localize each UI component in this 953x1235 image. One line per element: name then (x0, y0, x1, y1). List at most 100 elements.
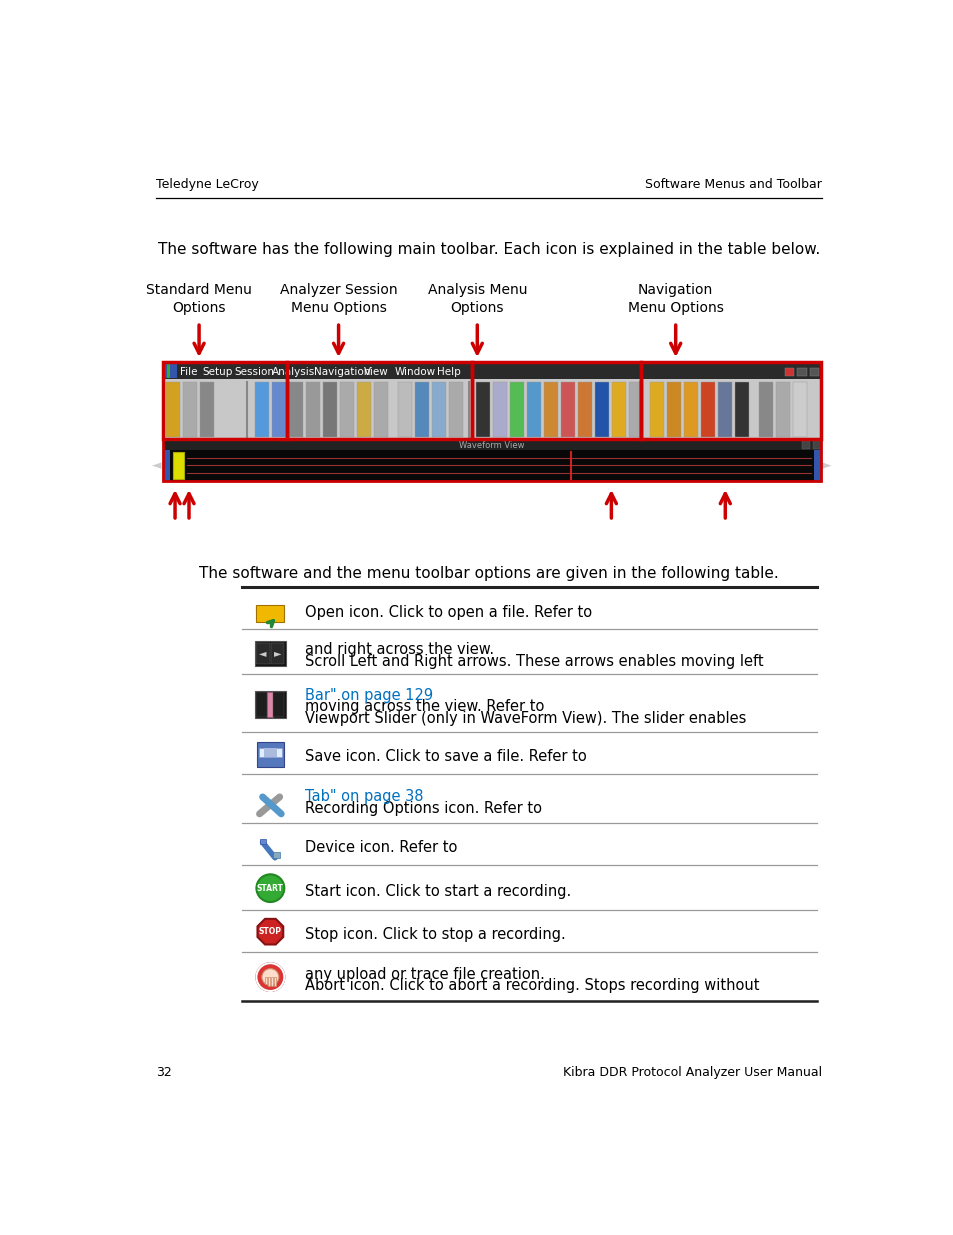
Bar (163, 440, 820, 480)
Text: Navigation
Menu Options: Navigation Menu Options (627, 283, 723, 315)
Bar (254, 641, 286, 666)
Bar (268, 977, 270, 986)
Text: Setup: Setup (202, 367, 233, 377)
Text: Viewport Slider (only in WaveForm View). The slider enables: Viewport Slider (only in WaveForm View).… (305, 711, 746, 726)
Bar (543, 382, 558, 437)
Bar (273, 852, 280, 858)
Text: moving across the view. Refer to: moving across the view. Refer to (305, 699, 549, 714)
Text: Kibra DDR Protocol Analyzer User Manual: Kibra DDR Protocol Analyzer User Manual (562, 1066, 821, 1078)
Bar (784, 368, 794, 377)
Text: The software has the following main toolbar. Each icon is explained in the table: The software has the following main tool… (157, 242, 820, 257)
Text: Analysis Menu
Options: Analysis Menu Options (427, 283, 526, 315)
Bar (163, 440, 820, 450)
Bar (612, 382, 625, 437)
Text: Window: Window (394, 367, 435, 377)
Text: Recording Options icon. Refer to: Recording Options icon. Refer to (305, 800, 546, 815)
Bar (272, 382, 286, 437)
Bar (476, 382, 489, 437)
Bar (432, 382, 446, 437)
Bar (374, 382, 388, 437)
Bar (183, 382, 196, 437)
Bar (526, 382, 540, 437)
Bar (801, 441, 809, 448)
Bar (167, 364, 171, 378)
Text: View: View (364, 367, 389, 377)
Bar (578, 382, 592, 437)
Text: Abort icon. Click to abort a recording. Stops recording without: Abort icon. Click to abort a recording. … (305, 978, 759, 993)
Circle shape (256, 874, 284, 902)
Text: Scroll Left and Right arrows. These arrows enables moving left: Scroll Left and Right arrows. These arro… (305, 653, 763, 669)
Text: STOP: STOP (258, 927, 281, 936)
Bar (493, 382, 506, 437)
Bar (640, 362, 820, 440)
Bar (595, 382, 608, 437)
Bar (449, 382, 463, 437)
Bar (199, 382, 213, 437)
Bar (666, 382, 680, 437)
Bar (683, 382, 698, 437)
Bar (256, 606, 270, 613)
Bar (163, 450, 820, 480)
Text: Open icon. Click to open a file. Refer to: Open icon. Click to open a file. Refer t… (305, 605, 597, 620)
Bar (271, 642, 284, 664)
Bar (163, 362, 820, 440)
Bar (163, 362, 287, 440)
Text: and right across the view.: and right across the view. (305, 642, 494, 657)
Bar (306, 382, 319, 437)
Bar (415, 382, 429, 437)
Bar (700, 382, 715, 437)
Bar (164, 379, 819, 440)
Bar (274, 977, 276, 986)
Bar (735, 382, 748, 437)
Bar (254, 382, 269, 437)
Text: ►: ► (274, 648, 281, 658)
Bar (163, 450, 170, 480)
Text: ◄: ◄ (258, 648, 266, 658)
Bar (256, 642, 270, 664)
Text: Standard Menu
Options: Standard Menu Options (146, 283, 252, 315)
Bar (166, 382, 179, 437)
Text: START: START (256, 884, 283, 893)
Text: Start icon. Click to start a recording.: Start icon. Click to start a recording. (305, 884, 571, 899)
Bar (274, 692, 284, 716)
Bar (340, 382, 354, 437)
Bar (356, 382, 371, 437)
Bar (797, 368, 806, 377)
Bar (809, 368, 819, 377)
Bar (649, 382, 663, 437)
Bar (323, 382, 336, 437)
Bar (271, 977, 273, 986)
Text: Navigation: Navigation (314, 367, 370, 377)
Circle shape (256, 963, 284, 990)
Bar (264, 747, 276, 757)
Bar (163, 362, 820, 379)
Text: Save icon. Click to save a file. Refer to: Save icon. Click to save a file. Refer t… (305, 750, 591, 764)
Bar (560, 382, 575, 437)
Bar (256, 605, 284, 622)
Text: Stop icon. Click to stop a recording.: Stop icon. Click to stop a recording. (305, 927, 565, 942)
Bar (258, 747, 282, 757)
Bar (718, 382, 732, 437)
Bar (287, 362, 472, 440)
Bar (254, 690, 286, 719)
Bar (775, 382, 789, 437)
Bar (472, 362, 640, 440)
Text: The software and the menu toolbar options are given in the following table.: The software and the menu toolbar option… (199, 566, 778, 580)
Bar (792, 382, 806, 437)
Text: 32: 32 (155, 1066, 172, 1078)
Bar (509, 382, 523, 437)
Bar (267, 692, 274, 716)
Text: File: File (179, 367, 197, 377)
Text: any upload or trace file creation.: any upload or trace file creation. (305, 967, 544, 982)
Text: Teledyne LeCroy: Teledyne LeCroy (155, 178, 258, 191)
Bar (812, 441, 820, 448)
Polygon shape (257, 919, 283, 945)
Text: Analyzer Session
Menu Options: Analyzer Session Menu Options (279, 283, 397, 315)
Bar (629, 382, 642, 437)
Text: ►: ► (821, 459, 831, 472)
Text: Tab" on page 38: Tab" on page 38 (305, 789, 423, 804)
Bar (165, 364, 177, 378)
Text: ◄: ◄ (152, 459, 162, 472)
Text: Software Menus and Toolbar: Software Menus and Toolbar (644, 178, 821, 191)
Text: Session: Session (233, 367, 274, 377)
